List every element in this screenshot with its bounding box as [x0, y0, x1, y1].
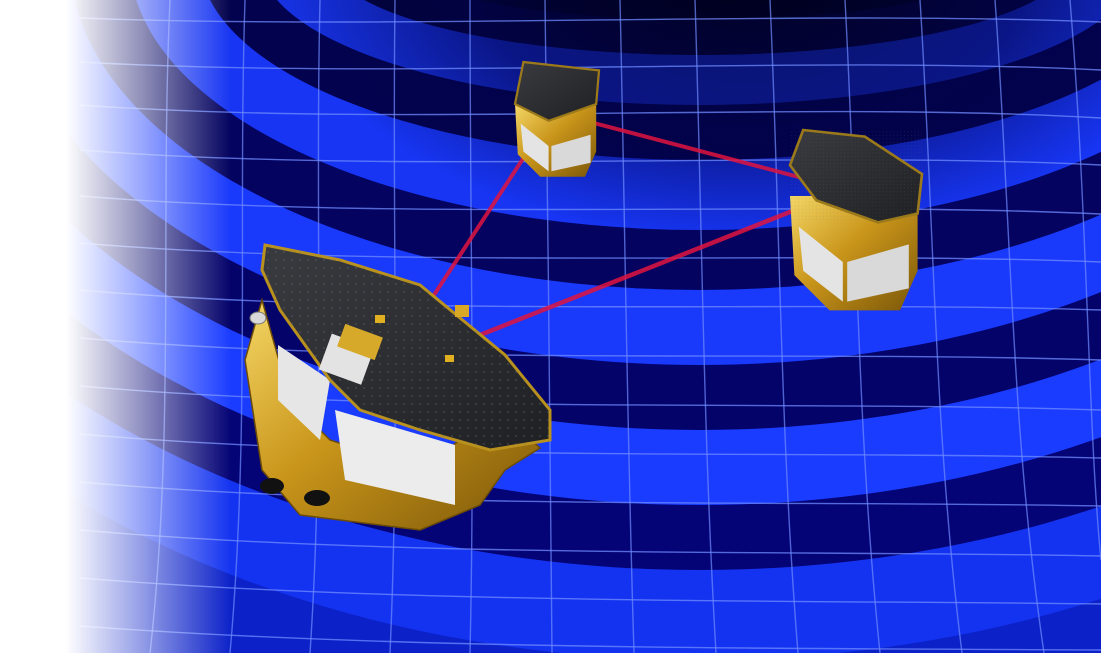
laser-beam: [477, 205, 803, 338]
spacecraft: [513, 60, 601, 177]
spacecraft: [788, 128, 924, 311]
laser-beam: [573, 116, 812, 182]
spacecraft: [244, 243, 552, 531]
